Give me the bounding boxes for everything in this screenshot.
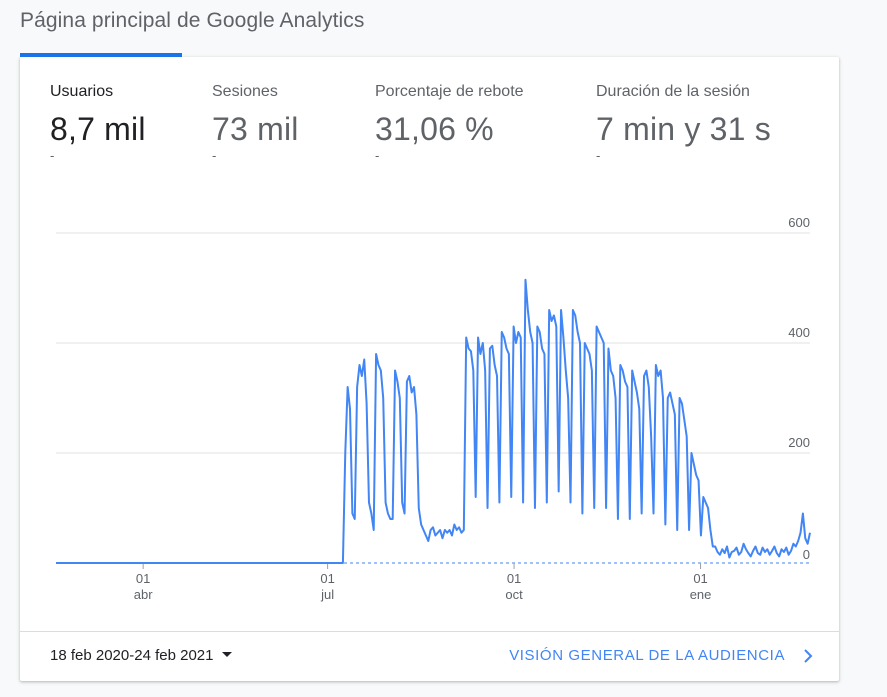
y-axis-ticks: 0 200 400 600 (788, 215, 810, 562)
metric-value: 31,06 % (375, 111, 494, 147)
metric-change: - (375, 148, 380, 163)
footer-divider (20, 631, 839, 632)
metric-value: 73 mil (212, 111, 299, 147)
series-line-usuarios (56, 278, 811, 564)
metric-duracion-sesion[interactable]: Duración de la sesión 7 min y 31 s - (596, 83, 771, 162)
y-tick-label: 600 (788, 215, 810, 230)
metric-label: Usuarios (50, 83, 114, 100)
x-tick-day: 01 (507, 571, 521, 586)
x-tick-month: oct (505, 587, 523, 602)
metric-change: - (50, 148, 55, 163)
metric-label: Porcentaje de rebote (375, 83, 524, 100)
active-tab-indicator (20, 53, 182, 57)
x-tick-day: 01 (136, 571, 150, 586)
metric-value: 8,7 mil (50, 111, 146, 147)
x-tick-month: abr (134, 587, 153, 602)
x-tick-month: ene (690, 587, 712, 602)
audience-overview-link[interactable]: VISIÓN GENERAL DE LA AUDIENCIA (509, 647, 813, 664)
x-tick-day: 01 (320, 571, 334, 586)
analytics-card: Usuarios 8,7 mil - Sesiones 73 mil - Por… (20, 53, 839, 681)
audience-overview-label: VISIÓN GENERAL DE LA AUDIENCIA (509, 647, 785, 664)
metric-value: 7 min y 31 s (596, 111, 771, 147)
chart-gridlines (56, 232, 810, 564)
y-tick-label: 0 (803, 547, 810, 562)
date-range-selector[interactable]: 18 feb 2020-24 feb 2021 (50, 647, 233, 664)
x-tick-day: 01 (693, 571, 707, 586)
y-tick-label: 400 (788, 325, 810, 340)
metric-porcentaje-rebote[interactable]: Porcentaje de rebote 31,06 % - (375, 83, 524, 162)
metric-change: - (212, 148, 217, 163)
page-title: Página principal de Google Analytics (20, 9, 365, 32)
metric-label: Sesiones (212, 83, 278, 100)
chart-series (56, 278, 811, 564)
date-range-label: 18 feb 2020-24 feb 2021 (50, 647, 214, 664)
y-tick-label: 200 (788, 435, 810, 450)
metric-label: Duración de la sesión (596, 83, 750, 100)
caret-down-icon (222, 651, 233, 657)
metric-sesiones[interactable]: Sesiones 73 mil - (212, 83, 299, 162)
metric-usuarios[interactable]: Usuarios 8,7 mil - (50, 83, 146, 162)
metric-change: - (596, 148, 601, 163)
x-tick-month: jul (320, 587, 334, 602)
chevron-right-icon (804, 649, 813, 663)
